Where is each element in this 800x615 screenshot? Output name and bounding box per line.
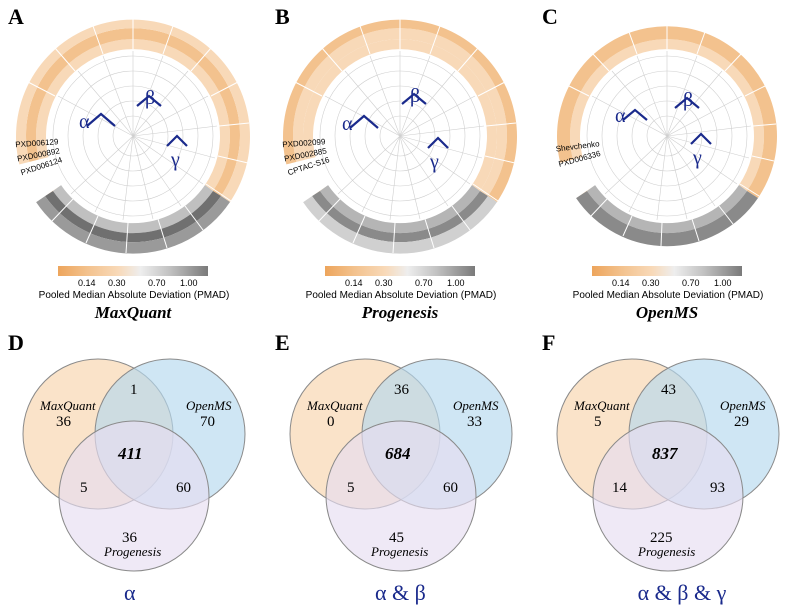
venn-set-label: MaxQuant <box>307 398 363 414</box>
venn-mq-om: 43 <box>661 382 676 399</box>
pmad-tick: 0.14 <box>78 278 96 288</box>
pmad-colorbar-b <box>325 266 475 276</box>
caption-c: OpenMS <box>537 303 797 323</box>
venn-only-om: 29 <box>734 414 749 431</box>
pmad-tick: 0.70 <box>148 278 166 288</box>
venn-center: 411 <box>118 444 143 464</box>
venn-only-pg: 36 <box>122 530 137 547</box>
pmad-colorbar-a <box>58 266 208 276</box>
venn-only-mq: 5 <box>594 414 602 431</box>
figure-root: A <box>0 0 800 615</box>
venn-only-om: 33 <box>467 414 482 431</box>
svg-text:β: β <box>145 87 155 109</box>
radial-b: α β γ CPTAC-S16 PXD002885 PXD002099 <box>267 6 533 266</box>
svg-text:γ: γ <box>692 147 702 169</box>
venn-mq-pg: 5 <box>80 480 88 497</box>
pmad-tick: 0.70 <box>682 278 700 288</box>
venn-mq-om: 36 <box>394 382 409 399</box>
caption-a: MaxQuant <box>3 303 263 323</box>
pmad-colorbar-c <box>592 266 742 276</box>
venn-set-label: OpenMS <box>720 398 766 414</box>
pmad-tick: 0.30 <box>642 278 660 288</box>
venn-om-pg: 93 <box>710 480 725 497</box>
pmad-tick: 0.14 <box>345 278 363 288</box>
venn-sub-e: α & β <box>375 580 426 606</box>
venn-only-mq: 36 <box>56 414 71 431</box>
svg-text:α: α <box>615 105 626 127</box>
svg-text:β: β <box>410 85 420 107</box>
venn-set-label: MaxQuant <box>40 398 96 414</box>
venn-sub-d: α <box>124 580 136 606</box>
svg-text:α: α <box>79 111 90 133</box>
venn-mq-pg: 5 <box>347 480 355 497</box>
venn-only-pg: 225 <box>650 530 673 547</box>
venn-set-label: OpenMS <box>186 398 232 414</box>
venn-mq-om: 1 <box>130 382 138 399</box>
pmad-tick: 1.00 <box>447 278 465 288</box>
venn-only-om: 70 <box>200 414 215 431</box>
venn-only-mq: 0 <box>327 414 335 431</box>
radial-a: α β γ PXD006124 PXD000892 PXD006129 <box>0 6 266 266</box>
svg-text:α: α <box>342 113 353 135</box>
pmad-tick: 1.00 <box>180 278 198 288</box>
svg-text:β: β <box>683 89 693 111</box>
svg-text:γ: γ <box>170 149 180 171</box>
venn-set-label: MaxQuant <box>574 398 630 414</box>
pmad-tick: 0.14 <box>612 278 630 288</box>
venn-center: 837 <box>652 444 678 464</box>
pmad-label-c: Pooled Median Absolute Deviation (PMAD) <box>568 290 768 301</box>
pmad-tick: 0.30 <box>108 278 126 288</box>
svg-text:γ: γ <box>429 151 439 173</box>
venn-om-pg: 60 <box>443 480 458 497</box>
venn-sub-f: α & β & γ <box>622 580 742 606</box>
pmad-label-b: Pooled Median Absolute Deviation (PMAD) <box>301 290 501 301</box>
venn-om-pg: 60 <box>176 480 191 497</box>
pmad-label-a: Pooled Median Absolute Deviation (PMAD) <box>34 290 234 301</box>
venn-mq-pg: 14 <box>612 480 627 497</box>
venn-set-label: OpenMS <box>453 398 499 414</box>
venn-center: 684 <box>385 444 411 464</box>
pmad-tick: 1.00 <box>714 278 732 288</box>
pmad-tick: 0.30 <box>375 278 393 288</box>
venn-only-pg: 45 <box>389 530 404 547</box>
caption-b: Progenesis <box>270 303 530 323</box>
radial-c: α β γ PXD006336 Shevchenko <box>534 6 800 266</box>
pmad-tick: 0.70 <box>415 278 433 288</box>
